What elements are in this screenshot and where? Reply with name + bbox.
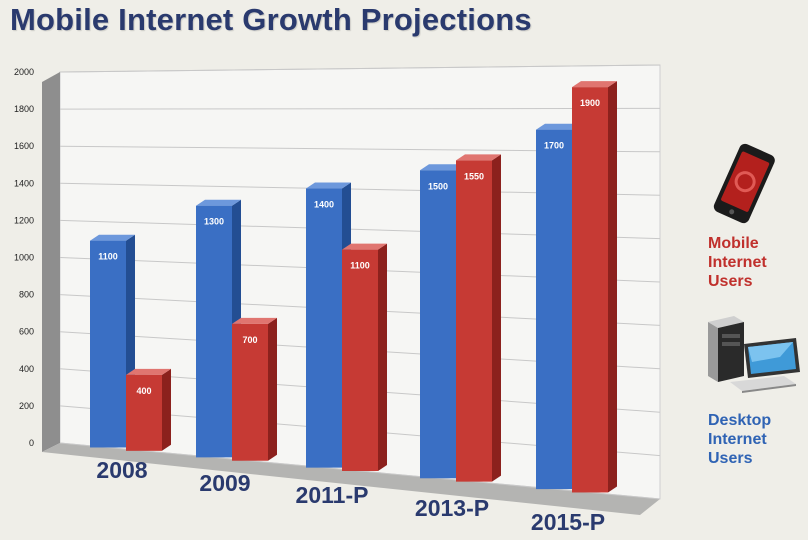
x-category-label: 2015-P	[531, 509, 605, 535]
bar-chart: 0 200 400 600 800 1000 1200 1400 1600 1800 2000 11…	[14, 64, 661, 535]
y-tick-label: 2000	[14, 67, 34, 77]
bar-value-label-desktop: 1400	[314, 200, 334, 210]
legend-mobile-label: Mobile Internet Users	[708, 235, 767, 290]
x-category-label: 2013-P	[415, 495, 489, 521]
y-tick-label: 0	[29, 438, 34, 448]
bar-value-label-mobile: 700	[242, 335, 257, 345]
bar-value-label-mobile: 1550	[464, 171, 484, 181]
x-category-label: 2009	[199, 470, 250, 496]
bar-value-label-desktop: 1700	[544, 141, 564, 151]
bar-value-label-mobile: 1100	[350, 261, 370, 271]
chart-title: Mobile Internet Growth Projections	[10, 2, 532, 37]
bar-value-label-mobile: 1900	[580, 98, 600, 108]
bar-mobile: 1900	[572, 81, 617, 493]
gridline	[59, 107, 661, 110]
chart-side-wall	[42, 72, 60, 452]
bar-mobile: 1550	[456, 154, 501, 482]
bar-value-label-desktop: 1500	[428, 181, 448, 191]
y-tick-label: 200	[19, 401, 34, 411]
y-tick-label: 1400	[14, 178, 34, 188]
y-tick-label: 800	[19, 290, 34, 300]
x-category-label: 2008	[96, 457, 147, 483]
gridline	[59, 64, 661, 73]
bar-mobile: 400	[126, 368, 171, 451]
y-tick-label: 1800	[14, 104, 34, 114]
y-tick-label: 1600	[14, 141, 34, 151]
desktop-computer-icon	[708, 316, 800, 393]
y-tick-label: 1200	[14, 215, 34, 225]
smartphone-icon	[713, 143, 775, 224]
bar-mobile: 700	[232, 317, 277, 461]
chart-floor	[42, 443, 660, 515]
bar-value-label-desktop: 1300	[204, 217, 224, 227]
legend-desktop-label: Desktop Internet Users	[708, 412, 772, 467]
bar-mobile: 1100	[342, 243, 387, 471]
y-tick-label: 400	[19, 364, 34, 374]
y-tick-label: 600	[19, 327, 34, 337]
y-tick-label: 1000	[14, 253, 34, 263]
bar-value-label-desktop: 1100	[98, 252, 118, 262]
bar-value-label-mobile: 400	[136, 386, 151, 396]
x-category-label: 2011-P	[296, 482, 369, 508]
